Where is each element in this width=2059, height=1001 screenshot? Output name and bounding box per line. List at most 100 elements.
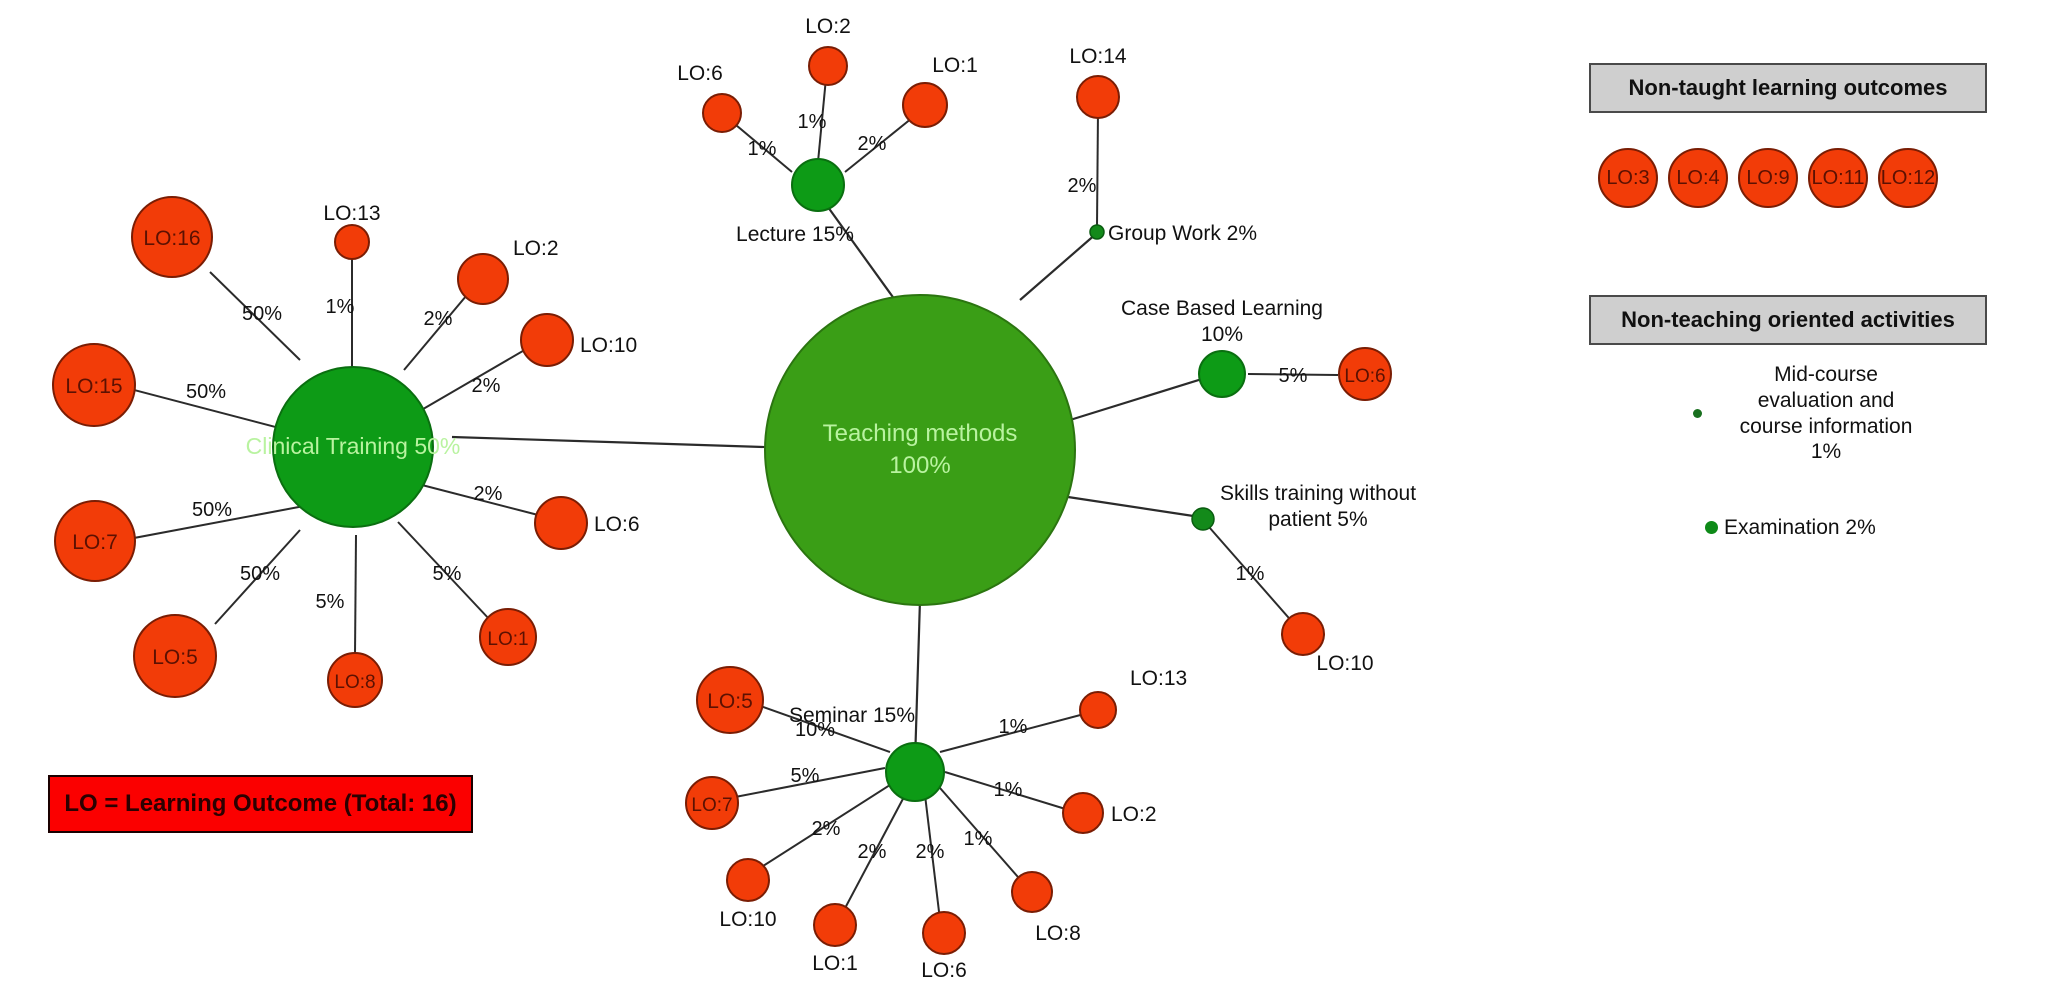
edge-label-sem-lo13: 1% — [999, 716, 1028, 738]
node-seminar-label: Seminar 15% — [789, 704, 915, 727]
node-lo13-ct[interactable] — [334, 224, 370, 260]
node-lo5-sem[interactable] — [696, 666, 764, 734]
edge-label-ct-lo6: 2% — [474, 483, 503, 505]
node-lo1-sem[interactable] — [813, 903, 857, 947]
node-lo6-cbl[interactable] — [1338, 347, 1392, 401]
node-lo1-lec[interactable] — [902, 82, 948, 128]
node-lo8-sem-label: LO:8 — [1035, 922, 1081, 945]
node-lo10-ct[interactable] — [520, 313, 574, 367]
edge-ct-lo8 — [354, 534, 357, 656]
node-lo8[interactable] — [327, 652, 383, 708]
node-lo1-sem-label: LO:1 — [812, 952, 858, 975]
edge-ct-lo10 — [417, 347, 529, 413]
cluster-group-work: Group Work 2% LO:14 2% — [1068, 45, 1257, 245]
edge-core-lecture — [819, 195, 896, 301]
legend-chip-lo3[interactable]: LO:3 — [1598, 148, 1658, 208]
edge-core-groupwork — [1019, 232, 1098, 301]
node-lo1-ct[interactable] — [479, 608, 537, 666]
legend-chip-lo11[interactable]: LO:11 — [1808, 148, 1868, 208]
cluster-seminar: Seminar 15% LO:5 10% LO:7 5% LO:10 2% LO… — [685, 666, 1187, 982]
edge-label-ct-lo13: 1% — [326, 296, 355, 318]
edge-gw-lo14 — [1096, 109, 1099, 228]
cluster-clinical-training: Clinical Training 50% LO:16 50% LO:15 50… — [52, 196, 640, 708]
node-group-work[interactable] — [1089, 224, 1105, 240]
cluster-skills-training: Skills training without patient 5% LO:10… — [1191, 482, 1416, 675]
edge-label-cbl-lo6: 5% — [1279, 365, 1308, 387]
node-lo10-skills[interactable] — [1281, 612, 1325, 656]
edge-label-ct-lo10: 2% — [472, 375, 501, 397]
edge-ct-lo5 — [214, 529, 301, 625]
lo-legend-box: LO = Learning Outcome (Total: 16) — [48, 775, 473, 833]
edge-core-seminar — [913, 599, 922, 763]
edge-label-lec-lo2: 1% — [798, 111, 827, 133]
node-lo6-cbl-label: LO:6 — [1344, 366, 1385, 387]
edge-label-skills-lo10: 1% — [1236, 563, 1265, 585]
node-lo2-lec[interactable] — [808, 46, 848, 86]
edge-label-ct-lo1: 5% — [433, 563, 462, 585]
node-lo14[interactable] — [1076, 75, 1120, 119]
edge-label-sem-lo8: 1% — [964, 828, 993, 850]
node-lo8-sem[interactable] — [1011, 871, 1053, 913]
node-lecture-label: Lecture 15% — [736, 223, 854, 246]
edge-label-sem-lo6: 2% — [916, 841, 945, 863]
node-lecture[interactable] — [791, 158, 845, 212]
legend-examination-text: Examination 2% — [1724, 516, 1876, 539]
edge-label-ct-lo5: 50% — [240, 563, 280, 585]
node-skills-training[interactable] — [1191, 507, 1215, 531]
node-lo5-sem-label: LO:5 — [707, 690, 753, 713]
node-lo7-sem[interactable] — [685, 776, 739, 830]
edge-label-sem-lo1: 2% — [858, 841, 887, 863]
node-lo1-ct-label: LO:1 — [487, 629, 528, 650]
node-seminar[interactable] — [885, 742, 945, 802]
cluster-lecture: Lecture 15% LO:6 1% LO:2 1% LO:1 2% — [677, 15, 978, 246]
node-lo10-sem-label: LO:10 — [719, 908, 776, 931]
legend-midcourse-line2: evaluation and — [1757, 388, 1895, 412]
node-lo15-label: LO:15 — [65, 375, 122, 398]
node-lo14-label: LO:14 — [1069, 45, 1127, 68]
node-lo10-sem[interactable] — [726, 858, 770, 902]
node-clinical-training[interactable] — [272, 366, 434, 528]
node-lo2-sem[interactable] — [1062, 792, 1104, 834]
node-lo2-sem-label: LO:2 — [1111, 803, 1157, 826]
node-lo13-sem-label: LO:13 — [1130, 667, 1187, 690]
node-lo8-label: LO:8 — [334, 672, 375, 693]
node-teaching-methods[interactable] — [764, 294, 1076, 606]
legend-chip-lo4[interactable]: LO:4 — [1668, 148, 1728, 208]
legend-examination-item: Examination 2% — [1705, 515, 1876, 541]
edge-label-ct-lo2: 2% — [424, 308, 453, 330]
edge-label-lec-lo6: 1% — [748, 138, 777, 160]
node-case-based-label-2: 10% — [1201, 323, 1243, 346]
edge-sem-lo8 — [939, 787, 1026, 886]
edge-label-sem-lo10: 2% — [812, 818, 841, 840]
edge-skills-lo10 — [1208, 526, 1296, 626]
node-lo6-lec[interactable] — [702, 93, 742, 133]
node-case-based[interactable] — [1198, 350, 1246, 398]
edge-label-sem-lo5: 10% — [795, 719, 835, 741]
node-lo5[interactable] — [133, 614, 217, 698]
edge-label-sem-lo7: 5% — [791, 765, 820, 787]
node-lo7[interactable] — [54, 500, 136, 582]
node-lo6-ct[interactable] — [534, 496, 588, 550]
edge-label-sem-lo2: 1% — [994, 779, 1023, 801]
node-lo6-sem[interactable] — [922, 911, 966, 955]
node-lo13-sem[interactable] — [1079, 691, 1117, 729]
legend-chip-lo12[interactable]: LO:12 — [1878, 148, 1938, 208]
node-skills-label-1: Skills training without — [1220, 482, 1416, 505]
node-lo1-lec-label: LO:1 — [932, 54, 978, 77]
node-skills-label-2: patient 5% — [1268, 508, 1367, 531]
legend-chip-lo9[interactable]: LO:9 — [1738, 148, 1798, 208]
node-lo13-ct-label: LO:13 — [323, 202, 380, 225]
node-lo15[interactable] — [52, 343, 136, 427]
edge-sem-lo10 — [759, 784, 891, 869]
edge-ct-lo6 — [417, 483, 543, 517]
edge-sem-lo6 — [924, 794, 941, 921]
cluster-core: Teaching methods 100% — [764, 294, 1076, 606]
legend-midcourse-text: Mid-course evaluation and course informa… — [1708, 362, 1944, 465]
edge-lec-lo2 — [817, 77, 827, 163]
node-lo16[interactable] — [131, 196, 213, 278]
node-clinical-training-label: Clinical Training 50% — [246, 433, 461, 459]
legend-midcourse-line1: Mid-course — [1774, 363, 1878, 386]
edge-label-ct-lo8: 5% — [316, 591, 345, 613]
edge-lec-lo6 — [729, 119, 793, 173]
node-lo2-ct[interactable] — [457, 253, 509, 305]
